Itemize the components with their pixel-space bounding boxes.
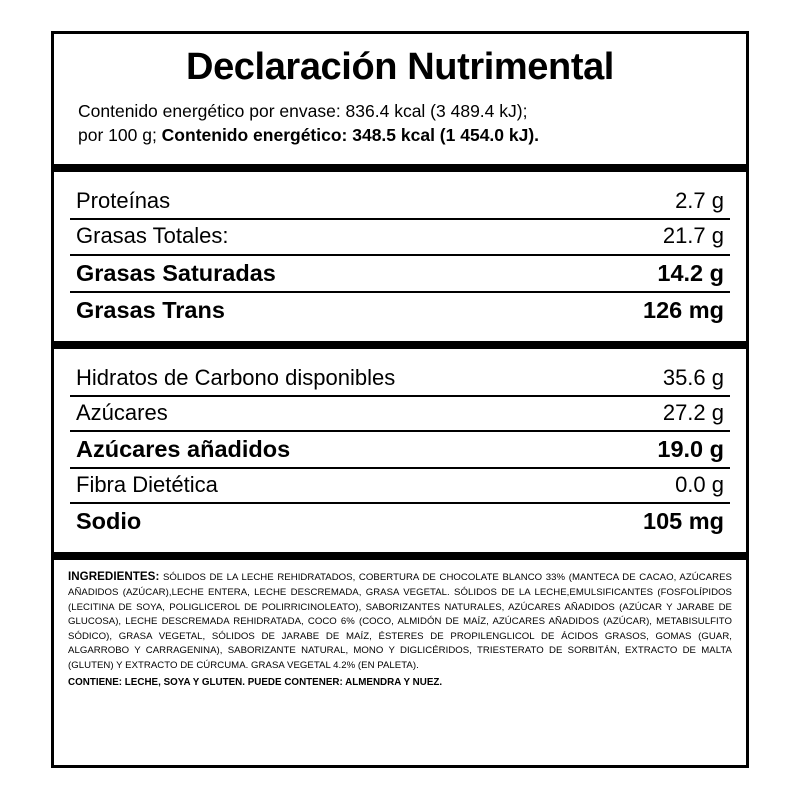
energy-per-100g-line: por 100 g; Contenido energético: 348.5 k… [78, 123, 722, 148]
table-row: Proteínas 2.7 g [70, 185, 730, 221]
table-row: Azúcares 27.2 g [70, 397, 730, 433]
table-row: Hidratos de Carbono disponibles 35.6 g [70, 362, 730, 397]
nutrient-name: Proteínas [76, 188, 171, 214]
nutrient-value: 126 mg [643, 296, 724, 323]
divider-thick-middle [54, 340, 746, 349]
nutrient-value: 19.0 g [657, 436, 724, 463]
nutrient-value: 2.7 g [675, 188, 724, 214]
divider-thick-bottom [54, 552, 746, 561]
table-row: Grasas Saturadas 14.2 g [70, 256, 730, 293]
nutrient-name: Grasas Totales: [76, 223, 229, 249]
energy-per-package-line: Contenido energético por envase: 836.4 k… [78, 100, 528, 121]
energy-per-100g-value: Contenido energético: 348.5 kcal (1 454.… [161, 125, 540, 146]
table-row: Fibra Dietética 0.0 g [70, 469, 730, 505]
nutrient-value: 14.2 g [657, 259, 724, 286]
page-title: Declaración Nutrimental [186, 46, 614, 88]
nutrient-value: 0.0 g [675, 472, 724, 498]
nutrient-name: Fibra Dietética [76, 472, 218, 498]
nutrient-name: Grasas Trans [76, 296, 225, 323]
nutrient-value: 27.2 g [662, 399, 724, 425]
nutrient-value: 21.7 g [662, 223, 724, 249]
nutrition-facts-label: Declaración Nutrimental Contenido energé… [51, 31, 749, 768]
energy-declaration: Contenido energético por envase: 836.4 k… [76, 99, 724, 155]
table-row: Azúcares añadidos 19.0 g [70, 432, 730, 470]
nutrient-name: Azúcares [76, 399, 168, 425]
energy-per-100g-prefix: por 100 g; [78, 125, 162, 146]
ingredients-label: INGREDIENTES: [68, 570, 160, 584]
nutrient-name: Sodio [76, 508, 142, 535]
nutrient-name: Grasas Saturadas [76, 259, 276, 286]
divider-thick-top [54, 164, 746, 173]
ingredients-section: INGREDIENTES: SÓLIDOS DE LA LECHE REHIDR… [54, 560, 746, 697]
allergen-statement: CONTIENE: LECHE, SOYA Y GLUTEN. PUEDE CO… [68, 677, 443, 689]
nutrient-value: 35.6 g [662, 364, 724, 390]
ingredients-list: SÓLIDOS DE LA LECHE REHIDRATADOS, COBERT… [68, 572, 732, 671]
table-row: Grasas Trans 126 mg [70, 293, 730, 328]
nutrient-table-fats: Proteínas 2.7 g Grasas Totales: 21.7 g G… [54, 172, 746, 340]
nutrient-name: Azúcares añadidos [76, 436, 291, 463]
ingredients-text: INGREDIENTES: SÓLIDOS DE LA LECHE REHIDR… [68, 568, 732, 673]
label-header: Declaración Nutrimental Contenido energé… [54, 34, 746, 164]
nutrient-table-carbs: Hidratos de Carbono disponibles 35.6 g A… [54, 349, 746, 553]
nutrient-name: Hidratos de Carbono disponibles [76, 364, 396, 390]
table-row: Sodio 105 mg [70, 504, 730, 539]
nutrient-value: 105 mg [643, 508, 724, 535]
table-row: Grasas Totales: 21.7 g [70, 220, 730, 256]
